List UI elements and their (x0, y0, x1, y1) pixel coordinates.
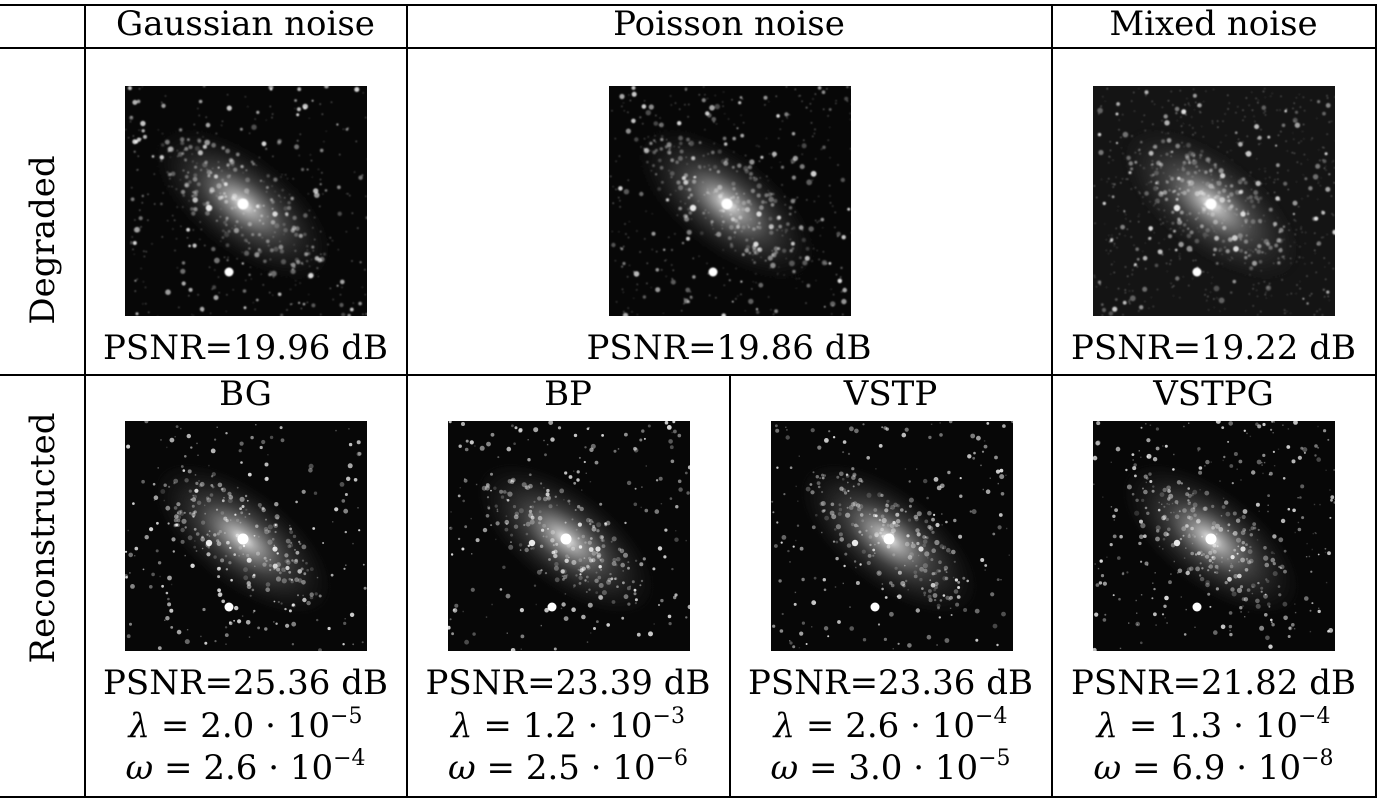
lambda-vstpg: λ = 1.3 · 10−4 (1052, 704, 1375, 747)
equals-sign: = (805, 706, 835, 746)
omega-mantissa: 3.0 (848, 748, 903, 788)
omega-vstpg: ω = 6.9 · 10−8 (1052, 746, 1375, 789)
col-divider-label (84, 4, 86, 798)
galaxy-image-degraded-poisson (609, 86, 851, 316)
galaxy-image-degraded-mixed (1093, 86, 1335, 316)
lambda-mantissa: 2.0 (200, 706, 255, 746)
lambda-mantissa: 1.3 (1168, 706, 1223, 746)
omega-bg: ω = 2.6 · 10−4 (85, 746, 406, 789)
lambda-exponent: −5 (330, 704, 363, 729)
method-title-vstp: VSTP (843, 374, 938, 414)
equals-sign: = (160, 706, 190, 746)
equals-sign: = (1132, 748, 1161, 788)
equals-sign: = (809, 748, 838, 788)
header-mixed-noise: Mixed noise (1109, 4, 1318, 44)
omega-mantissa: 2.5 (525, 748, 580, 788)
table-top-rule (0, 4, 1377, 6)
omega-vstp: ω = 3.0 · 10−5 (730, 746, 1051, 789)
omega-mantissa: 6.9 (1171, 748, 1226, 788)
psnr-degraded-gaussian: PSNR=19.96 dB (103, 328, 388, 368)
header-gaussian-noise: Gaussian noise (116, 4, 375, 44)
lambda-exponent: −4 (975, 704, 1008, 729)
psnr-reconstructed-vstp: PSNR=23.36 dB (748, 663, 1033, 703)
omega-exponent: −5 (978, 746, 1011, 771)
times-ten: · 10 (1233, 706, 1299, 746)
times-ten: · 10 (910, 706, 976, 746)
col-divider-1 (406, 4, 408, 798)
lambda-symbol: λ (773, 706, 796, 746)
col-divider-3 (1051, 4, 1053, 798)
method-title-bg: BG (219, 374, 272, 414)
row-label-reconstructed: Reconstructed (23, 412, 63, 664)
equals-sign: = (483, 706, 512, 746)
lambda-symbol: λ (1096, 706, 1119, 746)
method-title-bp: BP (544, 374, 592, 414)
method-title-vstpg: VSTPG (1153, 374, 1274, 414)
times-ten: · 10 (1236, 748, 1302, 788)
omega-exponent: −8 (1301, 746, 1334, 771)
omega-symbol: ω (770, 748, 799, 788)
equals-sign: = (486, 748, 516, 788)
table-right-edge (1375, 4, 1377, 798)
times-ten: · 10 (590, 748, 656, 788)
omega-exponent: −4 (333, 746, 366, 771)
psnr-reconstructed-bg: PSNR=25.36 dB (103, 663, 388, 703)
psnr-degraded-poisson: PSNR=19.86 dB (586, 328, 872, 368)
psnr-degraded-mixed: PSNR=19.22 dB (1071, 328, 1356, 368)
lambda-bp: λ = 1.2 · 10−3 (407, 704, 729, 747)
psnr-reconstructed-vstpg: PSNR=21.82 dB (1071, 663, 1356, 703)
galaxy-image-reconstructed-vstpg (1093, 421, 1335, 651)
galaxy-image-degraded-gaussian (125, 86, 367, 316)
lambda-mantissa: 2.6 (845, 706, 900, 746)
galaxy-image-reconstructed-bp (448, 421, 690, 651)
lambda-exponent: −3 (652, 704, 685, 729)
times-ten: · 10 (265, 706, 331, 746)
lambda-vstp: λ = 2.6 · 10−4 (730, 704, 1051, 747)
galaxy-image-reconstructed-bg (125, 421, 367, 651)
row-divider (0, 374, 1377, 376)
equals-sign: = (164, 748, 193, 788)
equals-sign: = (1128, 706, 1158, 746)
row-label-degraded: Degraded (23, 155, 63, 325)
header-rule (0, 47, 1377, 49)
omega-mantissa: 2.6 (203, 748, 258, 788)
omega-symbol: ω (1093, 748, 1122, 788)
times-ten: · 10 (268, 748, 334, 788)
psnr-reconstructed-bp: PSNR=23.39 dB (425, 663, 711, 703)
lambda-symbol: λ (128, 706, 151, 746)
lambda-symbol: λ (451, 706, 473, 746)
omega-symbol: ω (447, 748, 476, 788)
omega-bp: ω = 2.5 · 10−6 (407, 746, 729, 789)
header-poisson-noise: Poisson noise (613, 4, 845, 44)
col-divider-2 (729, 375, 731, 798)
omega-exponent: −6 (655, 746, 689, 771)
lambda-mantissa: 1.2 (522, 706, 577, 746)
omega-symbol: ω (125, 748, 154, 788)
galaxy-image-reconstructed-vstp (771, 421, 1013, 651)
lambda-exponent: −4 (1298, 704, 1331, 729)
times-ten: · 10 (587, 706, 653, 746)
table-bottom-rule (0, 796, 1377, 798)
lambda-bg: λ = 2.0 · 10−5 (85, 704, 406, 747)
times-ten: · 10 (913, 748, 979, 788)
